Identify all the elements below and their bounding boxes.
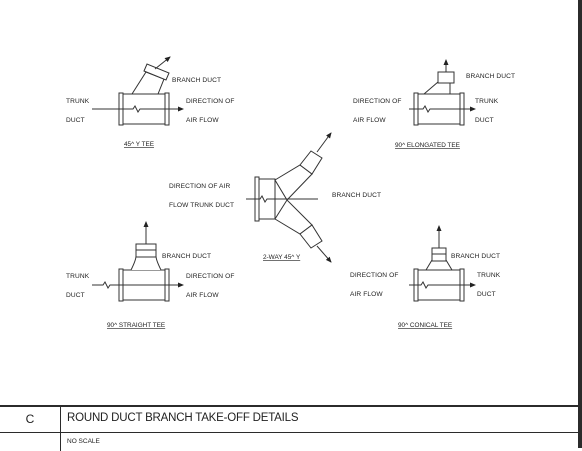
detail-letter: C <box>0 407 61 432</box>
conical-tee-trunk-label-1: TRUNK <box>477 272 501 279</box>
straight-tee-direction-label-2: AIR FLOW <box>186 292 219 299</box>
two-way-y-direction-label-1: DIRECTION OF AIR <box>169 183 230 190</box>
conical-tee-title: 90^ CONICAL TEE <box>398 322 452 329</box>
y-tee-direction-label-1: DIRECTION OF <box>186 98 234 105</box>
elongated-tee-title: 90^ ELONGATED TEE <box>395 142 460 149</box>
title-block: C ROUND DUCT BRANCH TAKE-OFF DETAILS NO … <box>0 405 578 451</box>
sheet-border-right <box>578 0 582 448</box>
straight-tee-title: 90^ STRAIGHT TEE <box>107 322 165 329</box>
elongated-tee-trunk-label-2: DUCT <box>475 117 494 124</box>
conical-tee-direction-label-2: AIR FLOW <box>350 291 383 298</box>
two-way-y-drawing <box>246 132 332 263</box>
details-canvas: BRANCH DUCT TRUNK DUCT DIRECTION OF AIR … <box>66 56 515 329</box>
conical-tee-drawing <box>409 225 476 302</box>
y-tee-trunk-label-1: TRUNK <box>66 98 90 105</box>
elongated-tee-branch-label: BRANCH DUCT <box>466 73 515 80</box>
y-tee-direction-label-2: AIR FLOW <box>186 117 219 124</box>
y-tee-drawing <box>92 56 184 126</box>
elongated-tee-direction-label-2: AIR FLOW <box>353 117 386 124</box>
elongated-tee-direction-label-1: DIRECTION OF <box>353 98 401 105</box>
two-way-y-title: 2-WAY 45^ Y <box>263 254 301 261</box>
straight-tee-direction-label-1: DIRECTION OF <box>186 273 234 280</box>
y-tee-trunk-label-2: DUCT <box>66 117 85 124</box>
two-way-y-direction-label-2: FLOW TRUNK DUCT <box>169 202 234 209</box>
conical-tee-branch-label: BRANCH DUCT <box>451 253 500 260</box>
conical-tee-direction-label-1: DIRECTION OF <box>350 272 398 279</box>
elongated-tee-drawing <box>409 59 476 126</box>
title-block-scale-row: NO SCALE <box>0 432 578 451</box>
elongated-tee-trunk-label-1: TRUNK <box>475 98 499 105</box>
straight-tee-branch-label: BRANCH DUCT <box>162 253 211 260</box>
straight-tee-drawing <box>92 221 184 302</box>
detail-title: ROUND DUCT BRANCH TAKE-OFF DETAILS <box>67 412 299 424</box>
title-block-empty-cell <box>0 433 61 451</box>
y-tee-title: 45^ Y TEE <box>124 141 154 148</box>
conical-tee-trunk-label-2: DUCT <box>477 291 496 298</box>
scale-note: NO SCALE <box>67 438 100 445</box>
y-tee-branch-label: BRANCH DUCT <box>172 77 221 84</box>
straight-tee-trunk-label-1: TRUNK <box>66 273 90 280</box>
two-way-y-branch-label: BRANCH DUCT <box>332 192 381 199</box>
straight-tee-trunk-label-2: DUCT <box>66 292 85 299</box>
